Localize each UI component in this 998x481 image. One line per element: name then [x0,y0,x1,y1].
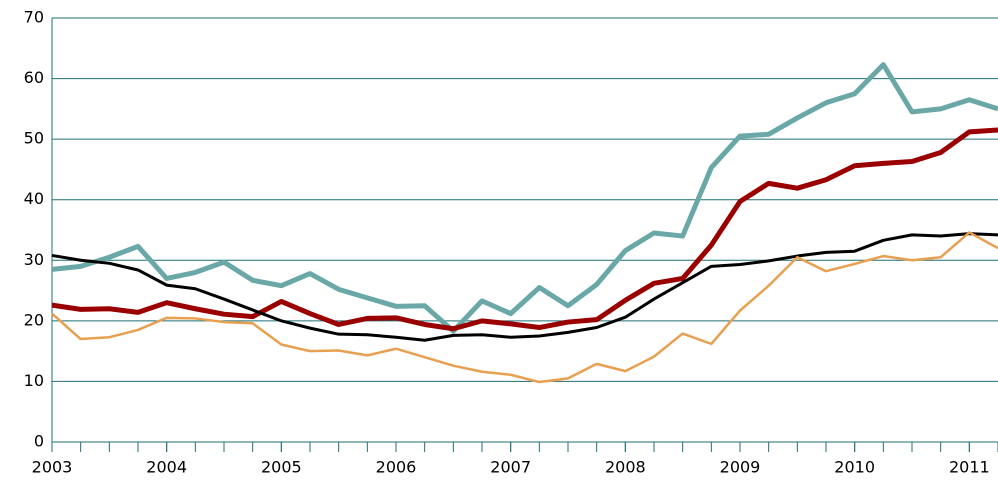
x-tick-label: 2004 [146,458,187,477]
series-line [51,62,998,334]
y-tick-label: 40 [24,189,44,208]
x-tick-label: 2006 [376,458,417,477]
x-tick-label: 2011 [949,458,990,477]
x-tick-label: 2005 [261,458,302,477]
series-line [51,231,998,384]
x-tick-label: 2009 [720,458,761,477]
x-tick-label: 2003 [32,458,73,477]
y-tick-label: 0 [34,432,44,451]
series-line [51,127,998,332]
x-tick-label: 2010 [834,458,875,477]
x-tick-label: 2008 [605,458,646,477]
x-tick-label: 2007 [490,458,531,477]
y-tick-label: 20 [24,310,44,329]
y-tick-label: 50 [24,129,44,148]
series-line [51,232,998,342]
y-tick-label: 30 [24,250,44,269]
y-tick-label: 10 [24,371,44,390]
y-tick-label: 70 [24,8,44,27]
y-tick-label: 60 [24,68,44,87]
